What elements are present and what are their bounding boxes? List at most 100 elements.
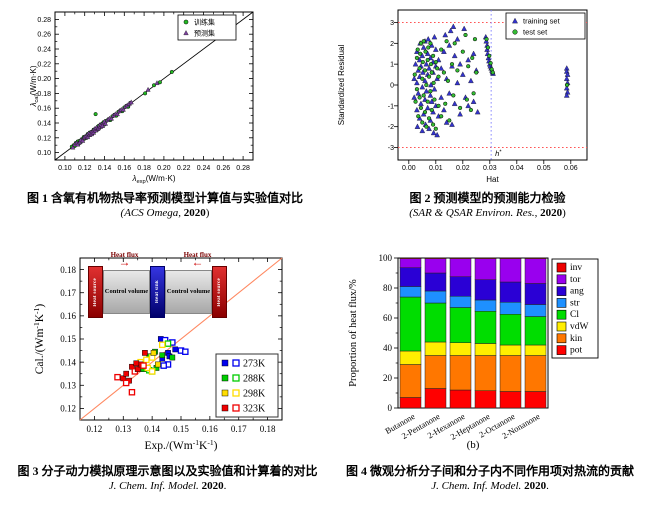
svg-text:0.17: 0.17 [60,288,76,298]
fig2-axis-ticks: 0.00 0.01 0.02 0.03 0.04 0.05 0.06 -3 -2 -1 0 1 2 3 [388,20,578,172]
simulation-blocks: Heat source Control volume Heat sink Con… [88,266,234,318]
svg-text:0.22: 0.22 [37,61,51,68]
heat-source-right-label: Heat source [217,277,222,307]
svg-text:100: 100 [379,253,393,263]
fig2-ylabel: Standardized Residual [337,45,346,126]
svg-text:0.28: 0.28 [37,17,51,24]
svg-text:0.12: 0.12 [78,165,92,172]
svg-text:kin: kin [570,334,582,344]
md-simulation-inset: Heat flux → Heat flux ← Heat source Cont… [88,251,234,318]
fig3-wrapper: 0.12 0.13 0.14 0.15 0.16 0.17 0.18 0.12 0.13 0.14… [30,246,320,464]
svg-text:0.28: 0.28 [236,165,250,172]
svg-text:0.10: 0.10 [37,150,51,157]
svg-text:0.15: 0.15 [173,424,189,434]
svg-text:0.26: 0.26 [37,32,51,39]
heat-flux-left-label: Heat flux [110,251,139,259]
svg-text:λexp(W/m·K): λexp(W/m·K) [132,174,176,185]
fig4-bars [399,257,547,409]
heat-source-block-right: Heat source [212,266,227,318]
svg-text:0.03: 0.03 [483,165,497,172]
svg-text:0.02: 0.02 [456,165,470,172]
fig4-source-year: 2020 [521,480,547,492]
svg-text:0.18: 0.18 [137,165,151,172]
svg-text:tor: tor [570,275,581,285]
heat-flux-row: Heat flux → Heat flux ← [88,251,234,269]
fig4-source-journal: J. Chem. Inf. Model. [431,480,522,492]
svg-text:273K: 273K [243,358,266,369]
svg-text:Cl: Cl [570,310,579,320]
svg-text:60: 60 [383,313,393,323]
svg-text:288K: 288K [243,373,266,384]
svg-text:298K: 298K [243,388,266,399]
fig2-legend: training set test set [505,12,586,40]
fig3-legend: 273K 288K 298K 323K [215,353,279,418]
fig2-caption: 图 2 预测模型的预测能力检验 (SAR & QSAR Environ. Res… [325,191,650,221]
fig4-caption-title: 图 4 微观分析分子间和分子内不同作用项对热流的贡献 [345,464,634,478]
fig1-caption: 图 1 含氧有机物热导率预测模型计算值与实验值对比 (ACS Omega, 20… [0,191,330,221]
heat-source-left-label: Heat source [93,277,98,307]
fig3-caption: 图 3 分子动力模拟原理示意图以及实验值和计算着的对比 J. Chem. Inf… [0,464,335,494]
svg-text:λcal(W/m·K): λcal(W/m·K) [29,65,40,107]
fig4-ylabel: Proportion of heat flux/% [348,279,359,387]
svg-text:1: 1 [390,62,394,69]
fig1-source-journal: (ACS Omega, [120,207,182,219]
svg-text:0.13: 0.13 [60,381,76,391]
fig2-source-year: 2020 [537,207,563,219]
heat-flux-right: Heat flux ← [184,251,212,269]
svg-text:预测集: 预测集 [194,29,215,38]
plot-frame [397,257,549,409]
svg-text:0.14: 0.14 [37,121,51,128]
svg-text:-1: -1 [388,103,394,110]
svg-text:0.24: 0.24 [197,165,211,172]
svg-text:0.13: 0.13 [115,424,131,434]
fig1-source-close: ) [205,207,210,219]
svg-text:0.18: 0.18 [260,424,276,434]
arrow-left-icon: ← [191,255,204,269]
fig3-axis-ticks: 0.12 0.13 0.14 0.15 0.16 0.17 0.18 0.12 0.13 0.14… [60,258,282,434]
heat-sink-label: Heat sink [155,280,160,304]
svg-text:0.14: 0.14 [98,165,112,172]
svg-text:0.14: 0.14 [60,357,76,367]
svg-text:inv: inv [570,263,582,273]
fig4-heat-flux-stacked-bar-chart: 020406080100Butanone2-Pentanone2-Hexanon… [348,253,599,451]
svg-text:ang: ang [570,287,584,297]
svg-text:0.16: 0.16 [37,106,51,113]
fig4-sublabel: (b) [467,439,480,451]
fig1-caption-title: 图 1 含氧有机物热导率预测模型计算值与实验值对比 [26,191,303,205]
svg-text:0.01: 0.01 [429,165,443,172]
heat-sink-block: Heat sink [150,266,165,318]
fig1-thermal-conductivity-scatter-chart: 0.10 0.12 0.14 0.16 0.18 0.20 0.22 0.24 0.26 0.28… [29,11,254,185]
svg-text:0.16: 0.16 [60,311,76,321]
fig4-source-close: . [546,480,549,492]
identity-line [79,257,283,421]
fig3-source-close: . [223,480,227,492]
svg-text:0.16: 0.16 [117,165,131,172]
control-volume-block-left: Control volume [103,270,150,314]
svg-text:vdW: vdW [570,322,589,332]
svg-text:训练集: 训练集 [194,18,215,27]
svg-text:0.12: 0.12 [37,135,51,142]
fig3-caption-title: 图 3 分子动力模拟原理示意图以及实验值和计算着的对比 [17,464,318,478]
svg-text:0: 0 [388,403,393,413]
svg-text:0.17: 0.17 [231,424,247,434]
h-star-label: h* [495,149,502,158]
svg-text:2: 2 [390,41,394,48]
svg-text:20: 20 [383,373,393,383]
svg-text:-2: -2 [388,124,394,131]
fig3-source-year: 2020 [198,480,224,492]
svg-text:test set: test set [523,28,548,37]
svg-text:0.12: 0.12 [60,404,76,414]
fig3-series-273K [157,336,189,369]
svg-text:0.12: 0.12 [87,424,103,434]
svg-text:323K: 323K [243,403,266,414]
fig2-source-journal: (SAR & QSAR Environ. Res., [409,207,538,219]
svg-text:0.20: 0.20 [157,165,171,172]
svg-text:0.15: 0.15 [60,334,76,344]
fig2-caption-title: 图 2 预测模型的预测能力检验 [409,191,566,205]
svg-text:0: 0 [390,83,394,90]
svg-text:-3: -3 [388,145,394,152]
svg-text:0.14: 0.14 [144,424,160,434]
